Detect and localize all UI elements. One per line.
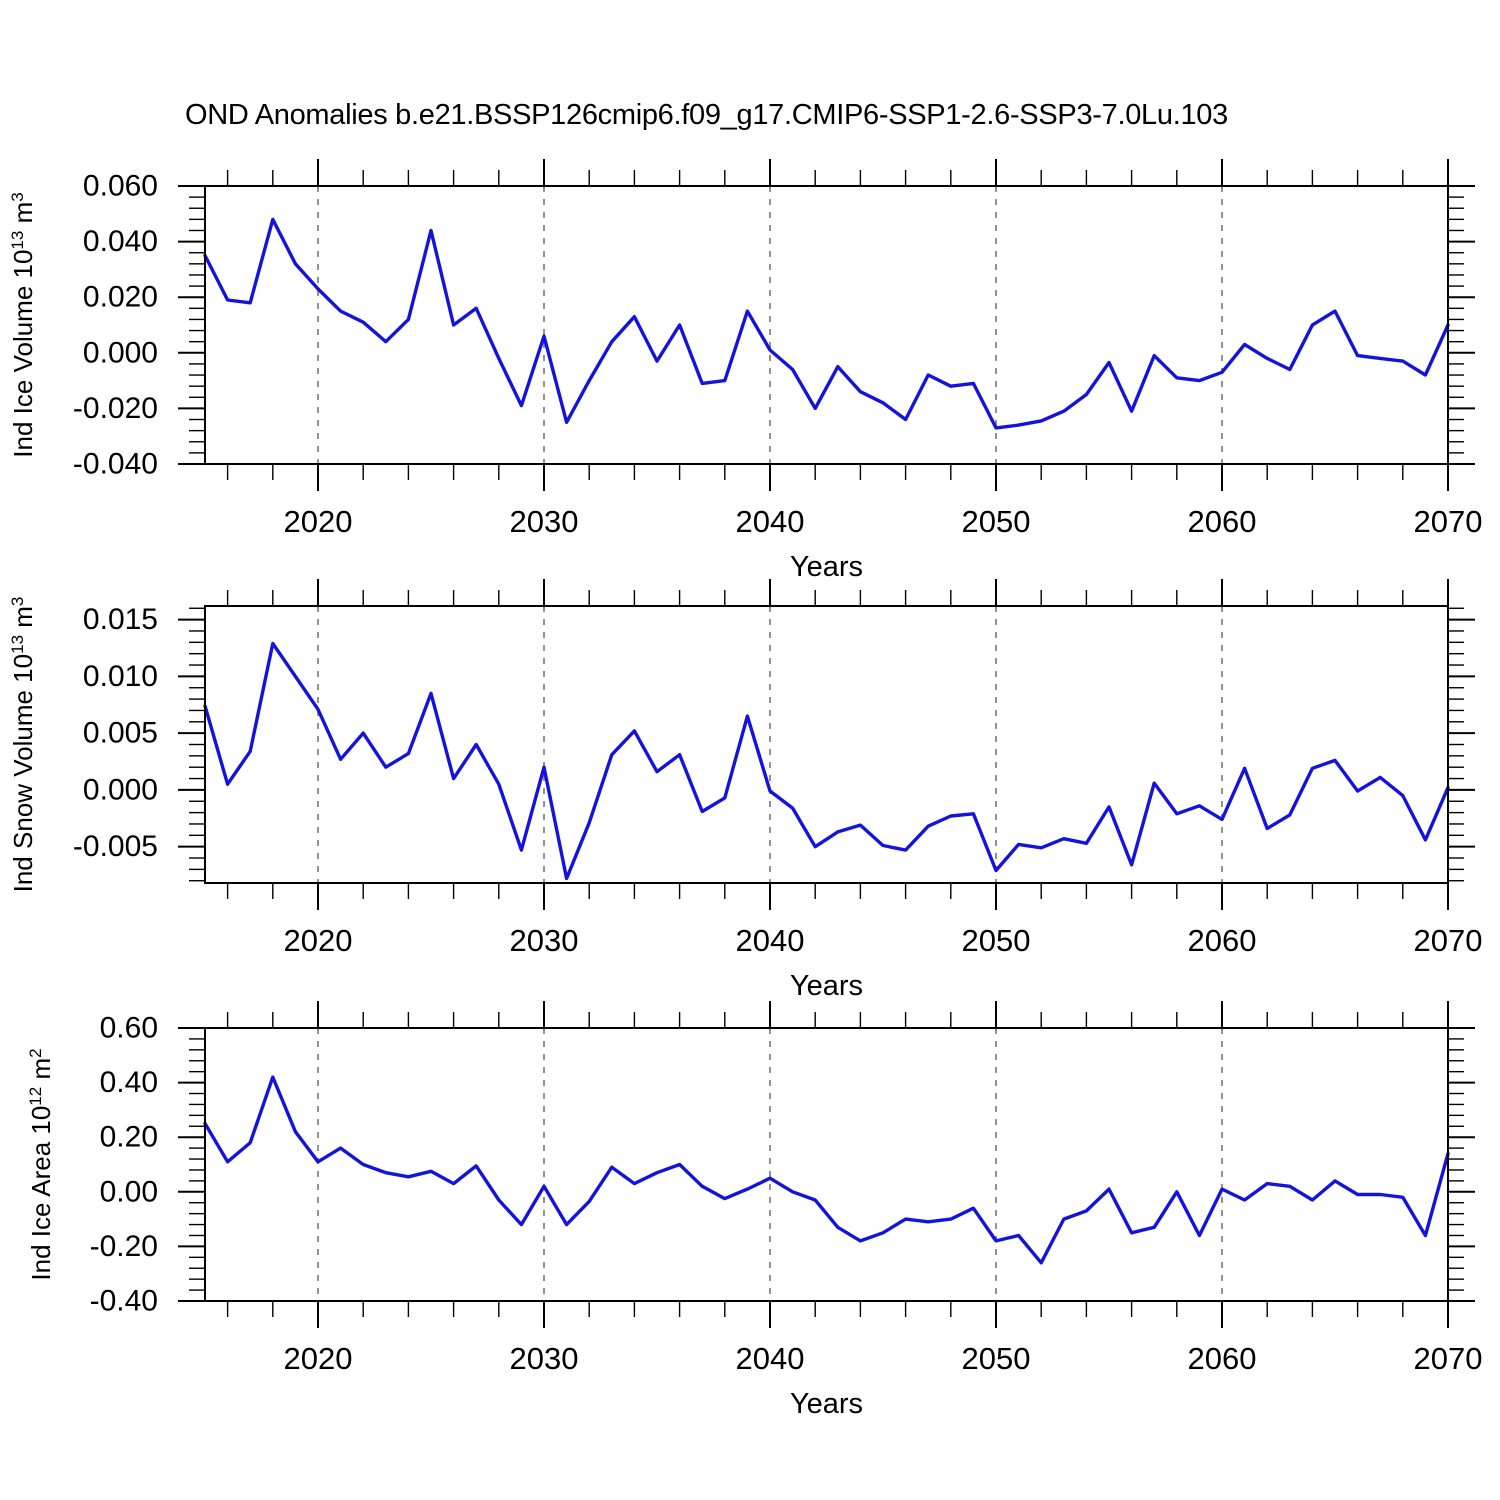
plot-box xyxy=(204,605,1449,884)
y-tick-label-0.020: 0.020 xyxy=(83,281,158,314)
gridlines xyxy=(317,1028,1223,1301)
x-tick-label-2040: 2040 xyxy=(736,1341,805,1376)
y-tick-label-0.010: 0.010 xyxy=(83,660,158,693)
y-tick-label--0.40: -0.40 xyxy=(90,1285,158,1318)
y-tick-label-0.00: 0.00 xyxy=(100,1175,158,1208)
y-tick-label--0.040: -0.040 xyxy=(73,448,158,481)
y-tick-label-0.60: 0.60 xyxy=(100,1012,158,1045)
x-tick-label-2050: 2050 xyxy=(962,923,1031,958)
x-tick-label-2020: 2020 xyxy=(284,504,353,539)
x-tick-label-2050: 2050 xyxy=(962,1341,1031,1376)
x-tick-label-2030: 2030 xyxy=(510,1341,579,1376)
x-tick-label-2070: 2070 xyxy=(1414,504,1483,539)
ticks xyxy=(178,1001,1475,1328)
y-axis-label-ind-ice-volume: Ind Ice Volume 1013 m3 xyxy=(8,192,38,457)
y-tick-label-0.015: 0.015 xyxy=(83,603,158,636)
x-tick-label-2060: 2060 xyxy=(1188,504,1257,539)
series-line-ind-ice-volume xyxy=(203,217,1450,430)
x-tick-label-2040: 2040 xyxy=(736,923,805,958)
y-tick-label-0.000: 0.000 xyxy=(83,336,158,369)
y-tick-label-0.060: 0.060 xyxy=(83,170,158,203)
x-tick-label-2030: 2030 xyxy=(510,504,579,539)
x-tick-label-2060: 2060 xyxy=(1188,923,1257,958)
x-axis-label: Years xyxy=(790,970,863,1002)
y-axis-label-ind-ice-area: Ind Ice Area 1012 m2 xyxy=(26,1048,56,1280)
x-axis-label: Years xyxy=(790,1388,863,1420)
panel-ind-ice-area: 0.60 0.40 0.20 0.00 -0.20 -0.40 2020 2030 2040 20… xyxy=(26,1001,1482,1420)
y-tick-label-0.20: 0.20 xyxy=(100,1121,158,1154)
x-tick-label-2070: 2070 xyxy=(1414,923,1483,958)
y-tick-label-0.40: 0.40 xyxy=(100,1066,158,1099)
chart-title: OND Anomalies b.e21.BSSP126cmip6.f09_g17… xyxy=(185,99,1228,131)
y-tick-label--0.005: -0.005 xyxy=(73,830,158,863)
series-line-ind-ice-area xyxy=(203,1075,1450,1265)
panel-ind-snow-volume: 0.015 0.010 0.005 0.000 -0.005 2020 2030 2040 20… xyxy=(8,579,1482,1002)
y-tick-label-0.005: 0.005 xyxy=(83,717,158,750)
plot-box xyxy=(204,185,1449,465)
ticks xyxy=(178,159,1475,491)
y-tick-label-0.040: 0.040 xyxy=(83,225,158,258)
x-axis-label: Years xyxy=(790,551,863,583)
x-tick-label-2040: 2040 xyxy=(736,504,805,539)
x-tick-label-2030: 2030 xyxy=(510,923,579,958)
x-tick-label-2070: 2070 xyxy=(1414,1341,1483,1376)
x-tick-label-2060: 2060 xyxy=(1188,1341,1257,1376)
y-tick-label--0.20: -0.20 xyxy=(90,1230,158,1263)
y-tick-label-0.000: 0.000 xyxy=(83,773,158,806)
series-line-ind-snow-volume xyxy=(203,641,1450,881)
plot-box xyxy=(204,1027,1449,1302)
ticks xyxy=(178,579,1475,910)
y-axis-label-ind-snow-volume: Ind Snow Volume 1013 m3 xyxy=(8,597,38,893)
x-tick-label-2050: 2050 xyxy=(962,504,1031,539)
x-tick-label-2020: 2020 xyxy=(284,1341,353,1376)
panel-ind-ice-volume: 0.060 0.040 0.020 0.000 -0.020 -0.040 2020 2030… xyxy=(8,159,1482,583)
y-tick-label--0.020: -0.020 xyxy=(73,392,158,425)
x-tick-label-2020: 2020 xyxy=(284,923,353,958)
